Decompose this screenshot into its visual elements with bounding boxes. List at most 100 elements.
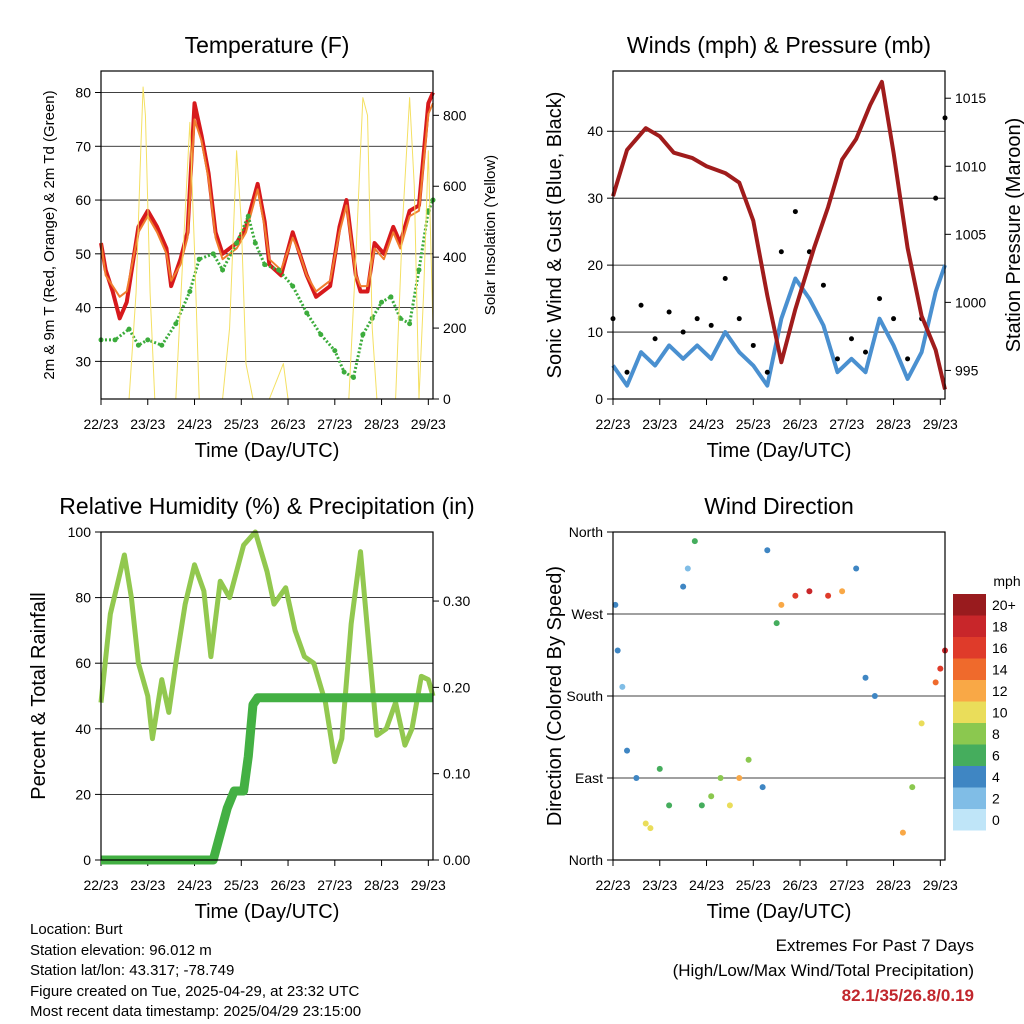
temp-ytick-label: 50: [75, 246, 91, 262]
recent-timestamp: Most recent data timestamp: 2025/04/29 2…: [30, 1003, 362, 1020]
wind-gust-point: [820, 282, 826, 288]
temp-y2tick-label: 0: [443, 391, 451, 407]
temp-xtick-label: 24/23: [177, 416, 212, 432]
dir-legend-swatch: [953, 658, 986, 680]
dir-legend-label: 6: [992, 748, 1000, 764]
temp-y2tick-label: 200: [443, 320, 467, 336]
rh-frame: [100, 531, 434, 861]
temp-xtick-label: 25/23: [224, 416, 259, 432]
wind-gust-point: [834, 356, 840, 362]
figure-created: Figure created on Tue, 2025-04-29, at 23…: [30, 982, 360, 1000]
dir-point: [773, 620, 780, 627]
temp-xtick-label: 29/23: [411, 416, 446, 432]
dir-legend-swatch: [953, 637, 986, 659]
dir-ylabel: Direction (Colored By Speed): [544, 566, 566, 826]
dir-point: [612, 601, 619, 608]
dir-point: [932, 679, 939, 686]
dir-point: [806, 588, 813, 595]
rh-xtick-label: 26/23: [271, 877, 306, 893]
rh-ytick-label: 60: [75, 655, 91, 671]
wind-gust-point: [877, 296, 883, 302]
rh-xtick-label: 23/23: [130, 877, 165, 893]
rh-title: Relative Humidity (%) & Precipitation (i…: [59, 493, 474, 519]
wind-xtick-label: 27/23: [829, 416, 864, 432]
wind-gust-point: [750, 342, 756, 348]
dir-point: [614, 647, 621, 654]
dir-point: [717, 775, 724, 781]
dir-legend-swatch: [953, 744, 986, 766]
wind-xtick-label: 25/23: [736, 416, 771, 432]
wind-xlabel: Time (Day/UTC): [707, 440, 852, 462]
dir-legend-label: 12: [992, 683, 1008, 699]
wind-y2label: Station Pressure (Maroon): [1003, 118, 1024, 353]
temp-ytick-label: 80: [75, 85, 91, 101]
wind-y2tick-label: 1015: [955, 90, 986, 106]
dir-point: [666, 802, 673, 809]
wind-title: Winds (mph) & Pressure (mb): [627, 32, 931, 58]
dir-frame: [612, 531, 946, 861]
wind-ytick-label: 40: [587, 123, 603, 139]
temp-y2label: Solar Insolation (Yellow): [482, 155, 499, 315]
rh-y2tick-label: 0.00: [443, 852, 470, 868]
dir-point: [909, 784, 916, 791]
temp-frame: [100, 70, 434, 400]
rh-ytick-label: 80: [75, 590, 91, 606]
rh-ytick-label: 100: [68, 524, 92, 540]
rh-xtick-label: 22/23: [83, 877, 118, 893]
dir-legend-swatch: [953, 809, 986, 831]
temp-xtick-label: 26/23: [271, 416, 306, 432]
rh-precip-line: [101, 693, 433, 865]
wind-ytick-label: 20: [587, 257, 603, 273]
wind-xtick-label: 24/23: [689, 416, 724, 432]
temp-y2tick-label: 400: [443, 249, 467, 265]
wind-ytick-label: 10: [587, 324, 603, 340]
dir-point: [862, 674, 869, 681]
temp-ytick-label: 30: [75, 353, 91, 369]
temp-t9m-line: [100, 102, 434, 298]
temp-ytick-label: 40: [75, 300, 91, 316]
wind-ytick-label: 0: [595, 391, 603, 407]
dir-point: [619, 683, 626, 690]
wind-xtick-label: 22/23: [595, 416, 630, 432]
rh-xtick-label: 25/23: [224, 877, 259, 893]
dir-point: [778, 601, 785, 608]
dir-legend-swatch: [953, 615, 986, 637]
dir-legend-swatch: [953, 766, 986, 788]
temp-y2tick-label: 600: [443, 178, 467, 194]
extremes-subtitle: (High/Low/Max Wind/Total Precipitation): [672, 961, 974, 980]
wind-gust-point: [905, 356, 911, 362]
dir-legend-label: 18: [992, 619, 1008, 635]
station-info: Location: Burt Station elevation: 96.012…: [30, 920, 361, 1023]
wind-y2tick-label: 1005: [955, 226, 986, 242]
dir-point: [708, 793, 715, 800]
dir-point: [633, 775, 640, 781]
rh-xtick-label: 27/23: [317, 877, 352, 893]
dir-legend-label: 8: [992, 726, 1000, 742]
wind-gust-point: [778, 249, 784, 255]
rh-xlabel: Time (Day/UTC): [195, 901, 340, 923]
dir-xtick-label: 24/23: [689, 877, 724, 893]
temp-title: Temperature (F): [185, 32, 350, 58]
dir-legend-title: mph: [993, 573, 1020, 589]
dir-point: [899, 829, 906, 836]
dir-ytick-label: North: [569, 852, 603, 868]
wind-wind-line: [611, 264, 947, 388]
wind-pressure-line: [611, 79, 947, 390]
dir-point: [745, 756, 752, 763]
extremes-box: Extremes For Past 7 Days (High/Low/Max W…: [673, 933, 974, 1008]
dir-legend-label: 4: [992, 769, 1000, 785]
dir-point: [871, 693, 878, 699]
dir-point: [918, 720, 925, 727]
wind-gust-point: [792, 209, 798, 215]
wind-y2tick-label: 1010: [955, 158, 986, 174]
station-elevation: Station elevation: 96.012 m: [30, 941, 212, 959]
dir-legend-swatch: [953, 701, 986, 723]
wind-gust-point: [666, 309, 672, 315]
dir-xtick-label: 25/23: [736, 877, 771, 893]
dir-point: [853, 565, 860, 572]
rh-ytick-label: 20: [75, 786, 91, 802]
wind-gust-point: [680, 329, 686, 335]
wind-xtick-label: 26/23: [783, 416, 818, 432]
wind-frame: [612, 70, 946, 400]
